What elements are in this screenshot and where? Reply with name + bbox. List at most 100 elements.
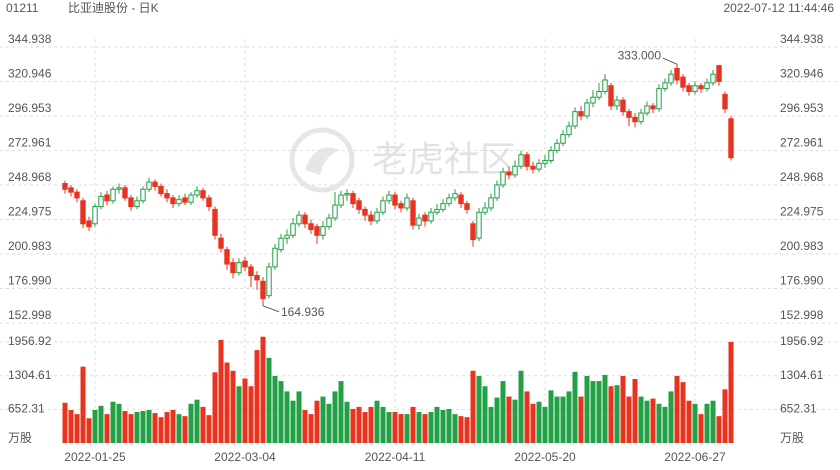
candle-body [662, 82, 668, 90]
candle-body [512, 165, 518, 176]
candle-body [620, 99, 626, 113]
y-tick-label-right: 248.968 [780, 170, 824, 184]
candle-body [428, 211, 434, 222]
annotation-leader [262, 305, 280, 313]
volume-bar [632, 379, 638, 443]
candle-body [92, 206, 98, 225]
volume-bar [680, 382, 686, 443]
volume-bar [98, 405, 104, 443]
candle-body [80, 200, 86, 225]
volume-bar [356, 406, 362, 443]
volume-bar [380, 406, 386, 443]
candle-body [572, 111, 578, 127]
y2-tick-label-right: 652.31 [780, 402, 817, 416]
volume-bar [554, 396, 560, 443]
volume-bar [242, 378, 248, 443]
y-tick-label-right: 224.975 [780, 205, 824, 219]
volume-bar [440, 409, 446, 443]
volume-bar [536, 401, 542, 443]
candle-body [386, 194, 392, 202]
candle-body [614, 99, 620, 107]
y-tick-label: 176.990 [8, 274, 52, 288]
candle-body [152, 181, 158, 187]
candle-body [200, 190, 206, 199]
candle-body [578, 111, 584, 117]
candle-body [686, 85, 692, 92]
volume-bar [134, 412, 140, 443]
volume-bar [434, 406, 440, 443]
candle-body [296, 214, 302, 225]
volume-bar [524, 391, 530, 443]
candle-body [548, 149, 554, 162]
x-tick-label: 2022-06-27 [664, 450, 726, 464]
y-tick-label-right: 320.946 [780, 67, 824, 81]
volume-bar [176, 414, 182, 443]
candle-body [134, 200, 140, 208]
candle-body [608, 85, 614, 107]
candle-body [104, 194, 110, 202]
candle-body [398, 203, 404, 209]
volume-bar [188, 403, 194, 443]
candle-body [374, 211, 380, 222]
volume-bar [266, 357, 272, 443]
annotation-label: 333.000 [618, 48, 662, 62]
candle-body [62, 183, 68, 190]
candle-body [506, 171, 512, 176]
candle-body [368, 214, 374, 222]
volume-bar [566, 391, 572, 443]
volume-bar [92, 409, 98, 443]
candle-body [332, 204, 338, 219]
volume-bar [332, 391, 338, 443]
candle-body [410, 200, 416, 226]
volume-bar [716, 416, 722, 443]
volume-bar [158, 417, 164, 443]
candle-body [494, 184, 500, 199]
volume-bar [86, 418, 92, 443]
candle-body [128, 197, 134, 208]
candle-body [716, 65, 722, 82]
candle-body [728, 118, 734, 159]
volume-bar [704, 403, 710, 443]
candle-body [458, 194, 464, 205]
volume-bar [518, 370, 524, 443]
volume-bar [326, 403, 332, 443]
volume-bar [290, 400, 296, 443]
volume-bar [494, 397, 500, 443]
volume-bar [428, 412, 434, 443]
candle-body [158, 185, 164, 195]
candle-body [206, 197, 212, 208]
volume-bar [128, 414, 134, 443]
volume-bar [80, 366, 86, 443]
candle-body [98, 195, 104, 208]
volume-bar [572, 371, 578, 443]
candle-body [704, 82, 710, 90]
y2-tick-label-right: 1304.61 [780, 368, 824, 382]
volume-bar [236, 386, 242, 443]
candle-body [350, 193, 356, 205]
candle-body [434, 208, 440, 213]
candle-body [230, 262, 236, 274]
candle-body [566, 125, 572, 136]
volume-bar [350, 408, 356, 443]
candle-body [650, 105, 656, 110]
volume-bar [386, 412, 392, 443]
candle-body [584, 102, 590, 117]
volume-bar [260, 336, 266, 443]
watermark-text: 老虎社区 [372, 139, 516, 180]
candle-body [260, 280, 266, 300]
watermark: 老虎社区 [289, 127, 516, 193]
volume-bar [590, 381, 596, 443]
volume-bar [374, 400, 380, 443]
volume-bar [140, 411, 146, 443]
volume-bar [62, 402, 68, 443]
candle-body [272, 247, 278, 268]
volume-bar [218, 339, 224, 443]
candle-body [668, 73, 674, 84]
candle-body [248, 266, 254, 277]
candle-body [422, 214, 428, 222]
candle-body [416, 217, 422, 226]
candle-body [500, 171, 506, 186]
volume-bar [110, 401, 116, 443]
